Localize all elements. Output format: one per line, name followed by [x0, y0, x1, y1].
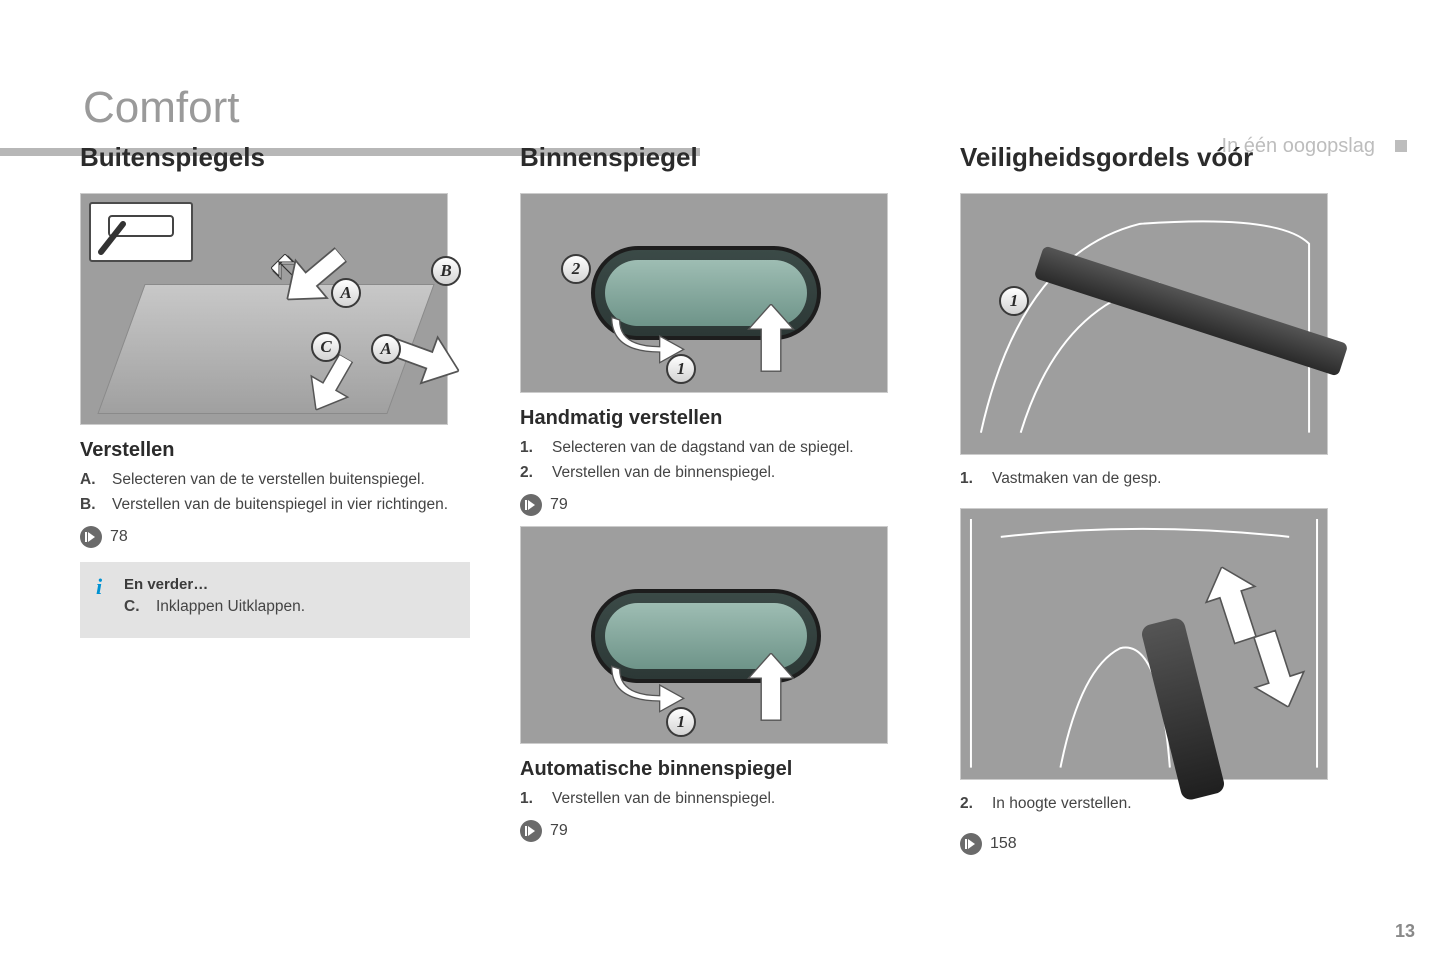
- header-marker: [1395, 140, 1407, 152]
- col3-heading: Veiligheidsgordels vóór: [960, 142, 1350, 173]
- page-reference: 79: [520, 494, 910, 516]
- col2-heading: Binnenspiegel: [520, 142, 910, 173]
- column-mirror-interior: Binnenspiegel 2 1 Handmatig verstellen 1…: [520, 142, 910, 865]
- info-box: i En verder… C.Inklappen Uitklappen.: [80, 562, 470, 638]
- callout-1: 1: [666, 354, 696, 384]
- col2-list1: 1.Selecteren van de dagstand van de spie…: [520, 438, 910, 484]
- column-mirrors-exterior: Buitenspiegels A B C A Verstellen A.Sele…: [80, 142, 470, 865]
- reference-icon: [960, 833, 982, 855]
- col1-heading: Buitenspiegels: [80, 142, 470, 173]
- list-item: 2.In hoogte verstellen.: [960, 794, 1350, 815]
- list-item: A.Selecteren van de te verstellen buiten…: [80, 470, 470, 491]
- ref-number: 79: [550, 496, 568, 514]
- ref-number: 79: [550, 822, 568, 840]
- inset-dashboard-icon: [89, 202, 193, 262]
- col2-list2: 1.Verstellen van de binnenspiegel.: [520, 789, 910, 810]
- col3-list2: 2.In hoogte verstellen.: [960, 794, 1350, 815]
- column-seatbelts: Veiligheidsgordels vóór 1 1.Vastmaken va…: [960, 142, 1350, 865]
- col3-list1: 1.Vastmaken van de gesp.: [960, 469, 1350, 490]
- figure-seatbelt-buckle: 1: [960, 193, 1328, 455]
- list-item: 1.Selecteren van de dagstand van de spie…: [520, 438, 910, 459]
- col1-list: A.Selecteren van de te verstellen buiten…: [80, 470, 470, 516]
- figure-interior-mirror-auto: 1: [520, 526, 888, 744]
- list-item: 1.Verstellen van de binnenspiegel.: [520, 789, 910, 810]
- arrow-curved-icon: [609, 655, 689, 715]
- figure-interior-mirror-manual: 2 1: [520, 193, 888, 393]
- callout-2: 2: [561, 254, 591, 284]
- list-item: C.Inklappen Uitklappen.: [124, 597, 454, 618]
- col2-sub1: Handmatig verstellen: [520, 407, 910, 430]
- info-list: C.Inklappen Uitklappen.: [124, 597, 454, 618]
- col2-sub2: Automatische binnenspiegel: [520, 758, 910, 781]
- arrow-up-icon: [741, 653, 801, 723]
- list-item: 1.Vastmaken van de gesp.: [960, 469, 1350, 490]
- callout-1c: 1: [999, 286, 1029, 316]
- page-reference: 79: [520, 820, 910, 842]
- info-icon: i: [96, 574, 102, 600]
- callout-1b: 1: [666, 707, 696, 737]
- callout-C: C: [311, 332, 341, 362]
- callout-B: B: [431, 256, 461, 286]
- figure-seatbelt-height: [960, 508, 1328, 780]
- figure-exterior-mirror-control: A B C A: [80, 193, 448, 425]
- manual-page: In één oogopslag Comfort Buitenspiegels …: [0, 0, 1445, 964]
- arrow-up-icon: [741, 304, 801, 374]
- page-title: Comfort: [83, 83, 239, 133]
- ref-number: 78: [110, 528, 128, 546]
- page-reference: 158: [960, 833, 1350, 855]
- list-item: B.Verstellen van de buitenspiegel in vie…: [80, 495, 470, 516]
- reference-icon: [520, 820, 542, 842]
- callout-A2: A: [371, 334, 401, 364]
- page-number: 13: [1395, 921, 1415, 942]
- content-columns: Buitenspiegels A B C A Verstellen A.Sele…: [80, 142, 1370, 865]
- reference-icon: [80, 526, 102, 548]
- reference-icon: [520, 494, 542, 516]
- list-item: 2.Verstellen van de binnenspiegel.: [520, 463, 910, 484]
- page-reference: 78: [80, 526, 470, 548]
- ref-number: 158: [990, 835, 1017, 853]
- col1-subheading: Verstellen: [80, 439, 470, 462]
- callout-A: A: [331, 278, 361, 308]
- info-title: En verder…: [124, 576, 454, 593]
